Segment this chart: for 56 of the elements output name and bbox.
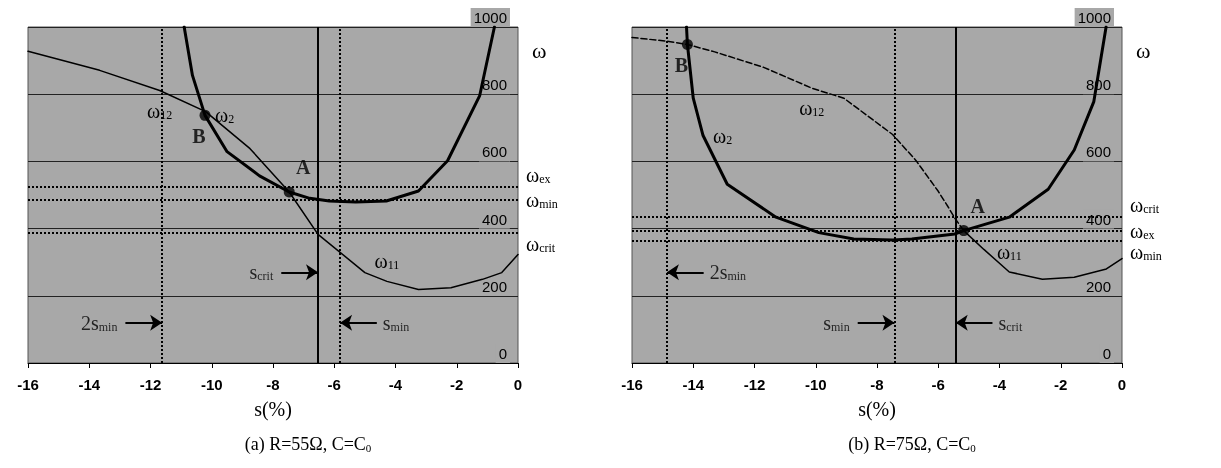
y-tick-label: 0 bbox=[1102, 345, 1111, 362]
ref-line-label: ωex bbox=[526, 163, 551, 186]
y-tick-label: 800 bbox=[481, 76, 507, 94]
text: (b) R=75Ω, C=C0 bbox=[848, 434, 977, 455]
x-tick-label: -14 bbox=[682, 376, 705, 393]
y-tick-label: 1000 bbox=[473, 9, 507, 26]
x-tick-label: -6 bbox=[931, 376, 945, 393]
ref-line-label: smin bbox=[823, 311, 850, 334]
x-tick-label: -10 bbox=[200, 376, 223, 393]
x-tick-label: -4 bbox=[992, 376, 1007, 393]
x-tick-label: -12 bbox=[743, 376, 766, 393]
y-tick-label: 200 bbox=[481, 277, 507, 295]
x-tick-label: 0 bbox=[513, 376, 523, 393]
ref-line-label: smin bbox=[382, 311, 410, 334]
ref-line-label: ωcrit bbox=[526, 233, 556, 256]
ref-line-label: 2smin bbox=[80, 311, 118, 334]
ref-line-label: ωmin bbox=[526, 189, 558, 212]
x-tick-label: -8 bbox=[870, 376, 884, 393]
x-tick-label: -10 bbox=[804, 376, 827, 393]
ref-line-label: scrit bbox=[249, 261, 274, 284]
x-axis-title: s(%) bbox=[858, 398, 896, 421]
x-tick-label: -6 bbox=[327, 376, 341, 393]
text: (a) R=55Ω, C=C0 bbox=[244, 434, 372, 455]
y-tick-label: 600 bbox=[481, 143, 507, 161]
x-tick-label: 0 bbox=[1117, 376, 1127, 393]
annotation: B bbox=[674, 53, 689, 76]
ref-line-label: scrit bbox=[998, 311, 1023, 334]
x-tick-label: -8 bbox=[266, 376, 280, 393]
x-tick-label: -12 bbox=[139, 376, 162, 393]
y-tick-label: 1000 bbox=[1077, 9, 1111, 26]
series-label: ω12 bbox=[147, 99, 173, 122]
series-label: ω11 bbox=[374, 250, 400, 273]
ref-line-label: ωmin bbox=[1130, 241, 1162, 264]
x-tick-label: -14 bbox=[78, 376, 101, 393]
annotation: A bbox=[970, 195, 986, 218]
series-label: ω2 bbox=[713, 124, 733, 147]
annotation: A bbox=[296, 156, 311, 179]
y-tick-label: 200 bbox=[1085, 277, 1111, 295]
series-label: ω11 bbox=[996, 240, 1022, 263]
x-tick-label: -16 bbox=[17, 376, 39, 393]
ref-line-label: ωex bbox=[1130, 219, 1155, 242]
y-axis-title: ω bbox=[532, 37, 547, 63]
x-tick-label: -2 bbox=[450, 376, 464, 393]
y-tick-label: 0 bbox=[498, 345, 507, 362]
series-label: ω12 bbox=[799, 97, 825, 120]
series-label: ω2 bbox=[215, 104, 235, 127]
x-tick-label: -2 bbox=[1054, 376, 1068, 393]
x-axis-title: s(%) bbox=[254, 398, 292, 421]
y-tick-label: 600 bbox=[1085, 143, 1111, 161]
y-tick-label: 400 bbox=[481, 210, 507, 228]
ref-line-label: ωcrit bbox=[1130, 193, 1160, 216]
x-tick-label: -4 bbox=[388, 376, 403, 393]
ref-line-label: 2smin bbox=[709, 261, 747, 284]
annotation: B bbox=[192, 124, 206, 147]
x-tick-label: -16 bbox=[621, 376, 643, 393]
y-axis-title: ω bbox=[1136, 37, 1151, 63]
